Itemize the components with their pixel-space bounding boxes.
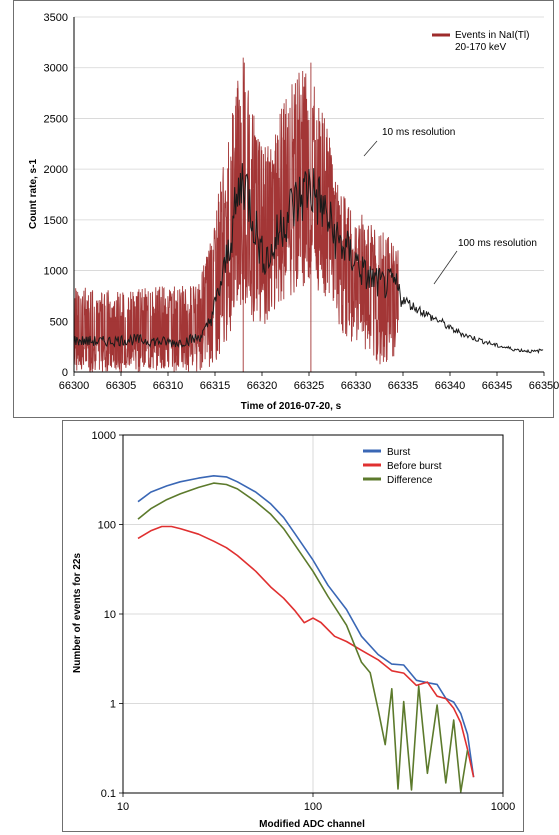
bottom-legend: Burst Before burst Difference	[363, 447, 442, 486]
top-legend-label-1: Events in NaI(Tl)	[455, 30, 529, 41]
bottom-chart-svg: 0.1 1 10 100 1000 10 100 1000 Modified ADC chan…	[72, 430, 516, 830]
bottom-series-line-2	[137, 525, 475, 778]
bottom-plot-frame	[122, 434, 504, 794]
top-y-tick-label: 500	[50, 316, 68, 328]
bottom-x-tick-label: 10	[117, 801, 129, 813]
bottom-y-tick-label: 0.1	[101, 788, 116, 800]
top-x-tick-label: 66335	[388, 380, 419, 392]
bottom-tick-labels: 0.1 1 10 100 1000 10 100 1000	[92, 430, 516, 813]
annotation-10ms-label: 10 ms resolution	[382, 127, 455, 138]
bottom-legend-label-2: Before burst	[387, 461, 442, 472]
top-y-tick-label: 3500	[44, 12, 68, 24]
top-x-axis-title: Time of 2016-07-20, s	[241, 401, 342, 412]
top-x-tick-label: 66350	[529, 380, 559, 392]
bottom-series-line-1	[137, 475, 475, 778]
top-legend: Events in NaI(Tl) 20-170 keV	[432, 30, 529, 53]
top-x-tick-label: 66305	[106, 380, 137, 392]
top-100ms-series	[73, 163, 544, 355]
top-y-tick-label: 3000	[44, 63, 68, 75]
top-series-100ms-line	[73, 163, 544, 355]
annotation-100ms-pointer	[433, 250, 458, 285]
bottom-chart-panel: 0.1 1 10 100 1000 10 100 1000 Modified ADC chan…	[62, 420, 524, 832]
top-y-axis-title: Count rate, s-1	[28, 159, 39, 229]
top-chart-panel: 0 500 1000 1500 2000 2500 3000 3500 66300 66305 66…	[13, 0, 559, 418]
annotation-10ms-pointer	[363, 140, 378, 157]
top-y-tick-label: 0	[62, 367, 68, 379]
bottom-y-tick-label: 100	[98, 520, 116, 532]
top-x-tick-label: 66345	[482, 380, 513, 392]
top-x-tick-label: 66325	[294, 380, 325, 392]
top-y-tick-label: 2500	[44, 113, 68, 125]
bottom-grid	[122, 434, 504, 794]
bottom-y-axis-title: Number of events for 22s	[72, 553, 83, 673]
top-legend-label-2: 20-170 keV	[455, 42, 506, 53]
top-series-10ms-line	[73, 57, 399, 374]
bottom-x-tick-label: 100	[304, 801, 322, 813]
top-tick-labels: 0 500 1000 1500 2000 2500 3000 3500 66300 66305 66…	[44, 12, 559, 392]
bottom-y-tick-label: 1	[110, 699, 116, 711]
annotation-100ms-label: 100 ms resolution	[458, 238, 537, 249]
top-x-tick-label: 66300	[59, 380, 90, 392]
bottom-y-tick-label: 10	[104, 609, 116, 621]
top-x-tick-label: 66310	[153, 380, 184, 392]
top-10ms-series	[73, 57, 399, 374]
top-x-tick-label: 66320	[247, 380, 278, 392]
top-chart-svg: 0 500 1000 1500 2000 2500 3000 3500 66300 66305 66…	[28, 12, 559, 412]
bottom-legend-label-3: Difference	[387, 475, 433, 486]
top-y-tick-label: 2000	[44, 164, 68, 176]
bottom-x-tick-label: 1000	[491, 801, 515, 813]
bottom-legend-label-1: Burst	[387, 447, 411, 458]
top-y-tick-label: 1000	[44, 266, 68, 278]
annotation-10ms: 10 ms resolution	[363, 127, 455, 157]
top-y-tick-label: 1500	[44, 215, 68, 227]
top-x-tick-label: 66330	[341, 380, 372, 392]
bottom-axes	[119, 434, 504, 797]
top-x-tick-label: 66340	[435, 380, 466, 392]
top-axes	[73, 17, 545, 376]
annotation-100ms: 100 ms resolution	[433, 238, 537, 285]
bottom-series	[137, 475, 475, 793]
top-x-tick-label: 66315	[200, 380, 231, 392]
bottom-series-line-3	[137, 482, 469, 793]
bottom-x-axis-title: Modified ADC channel	[259, 819, 365, 830]
bottom-y-tick-label: 1000	[92, 430, 116, 442]
